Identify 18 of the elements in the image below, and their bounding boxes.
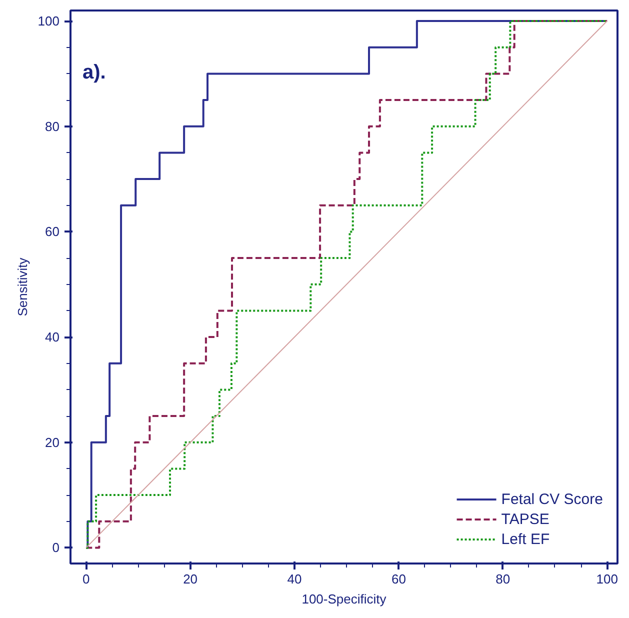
- x-tick-label: 40: [287, 572, 302, 586]
- legend-label: Fetal CV Score: [501, 490, 603, 508]
- y-tick-label: 80: [45, 118, 60, 134]
- y-tick-label: 0: [52, 540, 60, 556]
- y-tick-label: 60: [45, 224, 60, 240]
- y-tick-label: 100: [38, 14, 60, 29]
- legend-label: TAPSE: [501, 510, 550, 528]
- legend-label: Left EF: [501, 530, 550, 548]
- annotation: a).: [82, 62, 106, 84]
- y-axis-title: Sensitivity: [14, 257, 30, 316]
- x-tick-label: 60: [391, 572, 406, 586]
- x-tick-label: 100: [596, 572, 618, 586]
- y-tick-label: 20: [45, 434, 60, 450]
- x-tick-label: 80: [496, 572, 510, 586]
- x-axis-title: 100-Specificity: [302, 592, 387, 606]
- x-tick-label: 20: [183, 572, 198, 586]
- x-tick-label: 0: [82, 572, 90, 586]
- y-tick-label: 40: [45, 330, 60, 345]
